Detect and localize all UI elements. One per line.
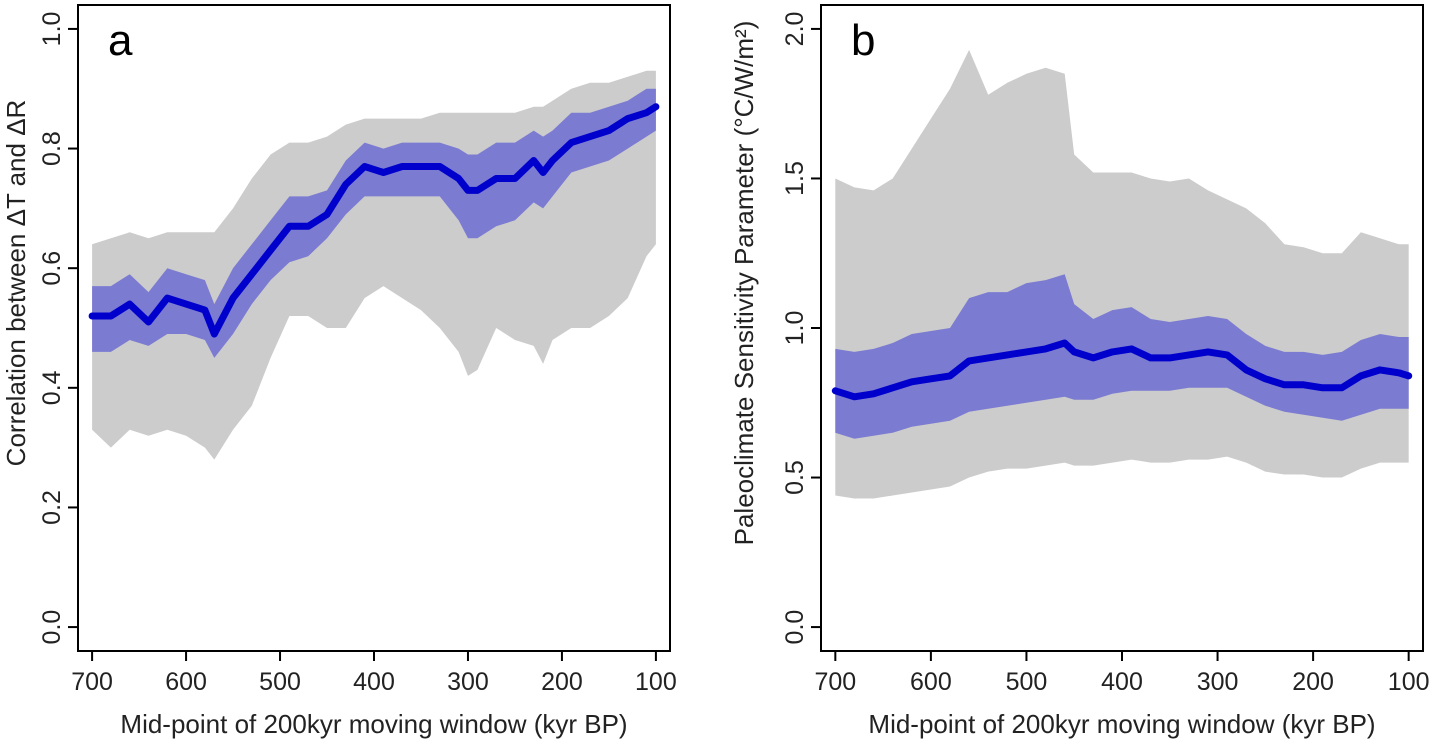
x-tick-label: 200 bbox=[541, 668, 583, 696]
y-tick-label: 0.6 bbox=[38, 251, 66, 286]
panel-b-y-axis-title: Paleoclimate Sensitivity Parameter (°C/W… bbox=[729, 21, 759, 546]
x-tick-label: 400 bbox=[1101, 668, 1143, 696]
x-tick-label: 500 bbox=[1006, 668, 1048, 696]
y-tick-label: 1.5 bbox=[781, 161, 809, 196]
y-tick-label: 0.8 bbox=[38, 131, 66, 166]
y-tick-label: 1.0 bbox=[38, 12, 66, 47]
x-tick-label: 100 bbox=[1388, 668, 1430, 696]
x-tick-label: 600 bbox=[910, 668, 952, 696]
panel-a-x-ticks: 700 600 500 400 300 200 100 bbox=[71, 651, 677, 696]
panel-b-x-ticks: 700 600 500 400 300 200 100 bbox=[814, 651, 1430, 696]
panel-a-y-ticks: 0.0 0.2 0.4 0.6 0.8 1.0 bbox=[38, 12, 78, 645]
x-tick-label: 200 bbox=[1292, 668, 1334, 696]
x-tick-label: 100 bbox=[635, 668, 677, 696]
panel-b-y-ticks: 0.0 0.5 1.0 1.5 2.0 bbox=[781, 12, 821, 645]
panel-b-median-line bbox=[831, 339, 1413, 401]
y-tick-label: 0.0 bbox=[781, 610, 809, 645]
panel-b-x-axis-title: Mid-point of 200kyr moving window (kyr B… bbox=[868, 709, 1375, 739]
x-tick-label: 300 bbox=[1197, 668, 1239, 696]
x-tick-label: 300 bbox=[447, 668, 489, 696]
panel-b-bands bbox=[835, 49, 1409, 499]
panel-a-y-axis-title: Correlation between ΔT and ΔR bbox=[1, 100, 31, 467]
x-tick-label: 600 bbox=[165, 668, 207, 696]
x-tick-label: 700 bbox=[71, 668, 113, 696]
panel-b: 700 600 500 400 300 200 100 0.0 0.5 1.0 1.5 2.0 Mi… bbox=[729, 4, 1430, 739]
panel-b-outer-band bbox=[835, 49, 1409, 499]
x-tick-label: 500 bbox=[259, 668, 301, 696]
y-tick-label: 0.5 bbox=[781, 460, 809, 495]
panel-a-median-line bbox=[88, 103, 660, 338]
panel-a-bands bbox=[92, 70, 656, 460]
y-tick-label: 2.0 bbox=[781, 12, 809, 47]
panel-a-x-axis-title: Mid-point of 200kyr moving window (kyr B… bbox=[120, 709, 627, 739]
panel-a-label: a bbox=[108, 16, 133, 65]
y-tick-label: 0.0 bbox=[38, 610, 66, 645]
panel-b-label: b bbox=[851, 16, 875, 65]
panel-b-inner-band bbox=[835, 274, 1409, 439]
panel-a: 700 600 500 400 300 200 100 0.0 0.2 0.4 0.6 0.8 1.0… bbox=[1, 4, 677, 739]
y-tick-label: 0.2 bbox=[38, 490, 66, 525]
x-tick-label: 700 bbox=[814, 668, 856, 696]
y-tick-label: 0.4 bbox=[38, 370, 66, 405]
x-tick-label: 400 bbox=[353, 668, 395, 696]
panel-a-inner-band bbox=[92, 88, 656, 358]
y-tick-label: 1.0 bbox=[781, 311, 809, 346]
